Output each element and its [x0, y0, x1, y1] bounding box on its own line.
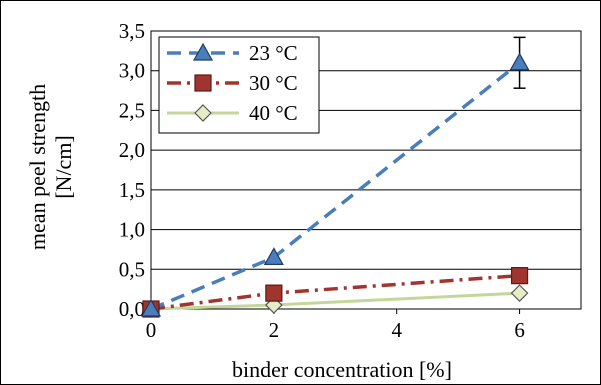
series-layer	[140, 36, 530, 318]
y-tick-label-3: 1,5	[119, 178, 145, 202]
y-tick-label-0: 0,0	[119, 297, 145, 321]
legend-label-1: 30 °C	[249, 71, 298, 95]
x-tick-label-0: 0	[146, 318, 157, 342]
y-tick-label-6: 3,0	[119, 59, 145, 83]
data-point-1-2	[510, 267, 529, 285]
y-axis-title-line1: mean peel strength	[25, 84, 50, 250]
x-tick-label-3: 6	[514, 318, 525, 342]
y-tick-label-7: 3,5	[119, 19, 145, 43]
series-line-1	[150, 273, 520, 311]
data-point-1-1	[265, 284, 283, 302]
x-tick-label-1: 2	[269, 318, 280, 342]
series-line-2	[150, 291, 520, 311]
y-axis-title-line2: [N/cm]	[51, 135, 76, 199]
axes: 0,0 0,5 1,0 1,5 2,0 2,5 3,0 3,5 0 2 4 6	[119, 19, 582, 342]
legend-label-2: 40 °C	[249, 101, 298, 125]
legend-marker-0	[192, 42, 214, 61]
legend-marker-1	[194, 74, 212, 92]
x-tick-label-2: 4	[391, 318, 402, 342]
data-point-0-1	[263, 247, 284, 265]
data-point-0-0	[140, 298, 162, 317]
plot-area-border	[150, 30, 582, 310]
legend-label-0: 23 °C	[249, 41, 298, 65]
legend-marker-2	[194, 104, 212, 122]
y-tick-label-5: 2,5	[119, 98, 145, 122]
y-axis-title: mean peel strength [N/cm]	[25, 84, 76, 250]
data-point-2-2	[510, 284, 529, 302]
data-point-0-2	[509, 52, 530, 71]
y-tick-label-2: 1,0	[119, 218, 145, 242]
x-axis-title: binder concentration [%]	[232, 357, 452, 382]
y-tick-label-4: 2,0	[119, 138, 145, 162]
y-tick-label-1: 0,5	[119, 257, 145, 281]
legend: 23 °C 30 °C 40 °C	[158, 36, 320, 134]
